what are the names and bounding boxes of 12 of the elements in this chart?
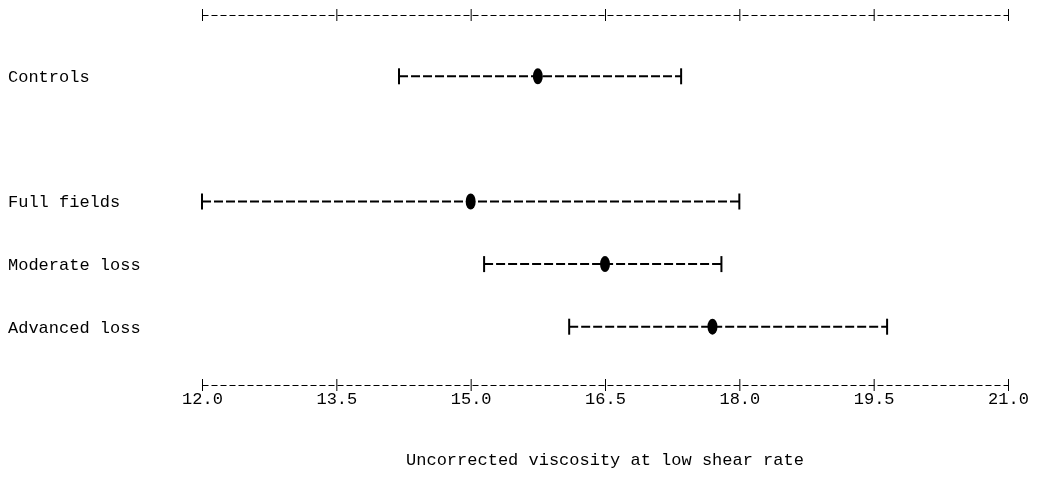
x-tick-label: 21.0	[988, 390, 1029, 410]
x-tick-label: 15.0	[450, 390, 492, 410]
y-tick-label: Full fields	[8, 193, 121, 213]
x-tick-label: 12.0	[182, 390, 223, 410]
x-tick-label: 16.5	[585, 390, 626, 410]
x-tick-label: 19.5	[853, 390, 895, 410]
x-tick-label: 13.5	[316, 390, 358, 410]
y-tick-label: Moderate loss	[8, 256, 141, 276]
x-tick-label: 18.0	[719, 390, 761, 410]
y-tick-label: Advanced loss	[8, 318, 141, 338]
y-tick-label: Controls	[8, 68, 90, 88]
x-axis-title: Uncorrected viscosity at low shear rate	[406, 451, 804, 470]
